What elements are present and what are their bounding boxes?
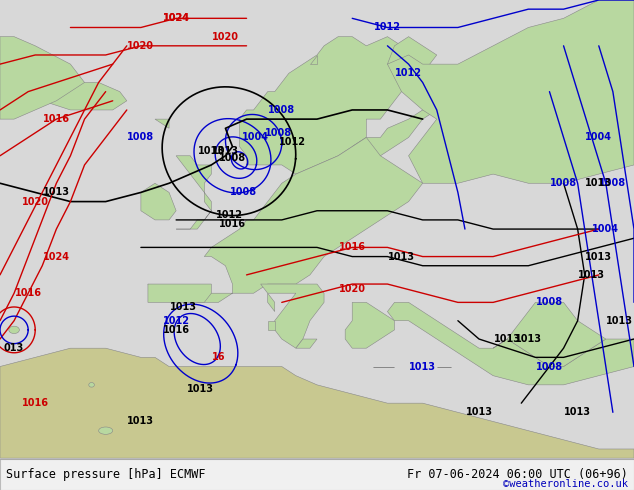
Polygon shape <box>148 284 211 302</box>
Text: 1008: 1008 <box>264 128 292 138</box>
Text: 1013: 1013 <box>606 316 633 326</box>
Text: 1013: 1013 <box>578 270 605 280</box>
Text: 1013: 1013 <box>127 416 155 426</box>
Text: 1013: 1013 <box>585 178 612 188</box>
Text: 1013: 1013 <box>43 187 70 197</box>
Text: 1013: 1013 <box>585 251 612 262</box>
Text: 1008: 1008 <box>230 187 257 197</box>
Text: 013: 013 <box>4 343 24 353</box>
Text: 1012: 1012 <box>279 137 306 147</box>
Text: 1020: 1020 <box>127 41 155 51</box>
Text: 1016: 1016 <box>43 114 70 124</box>
Text: 1012: 1012 <box>162 316 190 326</box>
Polygon shape <box>0 348 634 458</box>
Polygon shape <box>42 82 127 110</box>
Polygon shape <box>310 55 317 64</box>
Text: 1012: 1012 <box>374 23 401 32</box>
Text: 1008: 1008 <box>550 178 577 188</box>
Text: 1013: 1013 <box>187 385 214 394</box>
Text: 1020: 1020 <box>339 284 366 294</box>
Text: ©weatheronline.co.uk: ©weatheronline.co.uk <box>503 479 628 490</box>
Polygon shape <box>268 293 275 312</box>
Text: 1024: 1024 <box>162 13 190 24</box>
Text: 1016: 1016 <box>15 288 42 298</box>
Text: 1020: 1020 <box>212 32 239 42</box>
Ellipse shape <box>89 383 94 387</box>
Text: 1016: 1016 <box>162 325 190 335</box>
Polygon shape <box>387 0 634 183</box>
Polygon shape <box>493 302 606 367</box>
Text: 1004: 1004 <box>242 132 269 143</box>
Polygon shape <box>345 302 394 348</box>
Ellipse shape <box>9 326 20 334</box>
Polygon shape <box>240 37 423 174</box>
Polygon shape <box>261 284 324 348</box>
Text: 1004: 1004 <box>585 132 612 143</box>
Text: 16: 16 <box>212 352 225 363</box>
Text: 1008: 1008 <box>127 132 155 143</box>
Text: 1008: 1008 <box>536 297 563 307</box>
Text: 1016: 1016 <box>339 243 366 252</box>
Text: 1013: 1013 <box>494 334 521 344</box>
Text: 1013: 1013 <box>170 302 197 312</box>
Text: 1016: 1016 <box>219 220 246 229</box>
Text: 1013: 1013 <box>564 407 591 417</box>
Text: 1024: 1024 <box>162 13 190 24</box>
Text: 1013: 1013 <box>388 251 415 262</box>
Text: 1013: 1013 <box>198 146 225 156</box>
Text: 1008: 1008 <box>219 152 246 163</box>
Ellipse shape <box>99 427 113 434</box>
Text: 1008: 1008 <box>268 105 295 115</box>
Text: 1024: 1024 <box>43 251 70 262</box>
Text: 1013: 1013 <box>409 362 436 371</box>
Polygon shape <box>268 321 275 330</box>
Polygon shape <box>176 156 211 229</box>
Text: 1012: 1012 <box>216 210 242 221</box>
Text: 1020: 1020 <box>22 196 49 207</box>
Text: 1016: 1016 <box>22 398 49 408</box>
Polygon shape <box>353 37 437 156</box>
Text: 1013: 1013 <box>515 334 542 344</box>
Text: 1008: 1008 <box>599 178 626 188</box>
Text: 1008: 1008 <box>536 362 563 371</box>
Text: Fr 07-06-2024 06:00 UTC (06+96): Fr 07-06-2024 06:00 UTC (06+96) <box>407 467 628 481</box>
Polygon shape <box>296 339 317 348</box>
Polygon shape <box>155 119 169 128</box>
Text: Surface pressure [hPa] ECMWF: Surface pressure [hPa] ECMWF <box>6 467 206 481</box>
Text: 1013: 1013 <box>212 146 239 156</box>
Polygon shape <box>141 183 176 220</box>
Text: 1013: 1013 <box>465 407 493 417</box>
Text: 1004: 1004 <box>592 224 619 234</box>
Polygon shape <box>387 302 634 385</box>
Text: 1012: 1012 <box>395 68 422 78</box>
Polygon shape <box>148 138 423 302</box>
Polygon shape <box>0 37 84 119</box>
